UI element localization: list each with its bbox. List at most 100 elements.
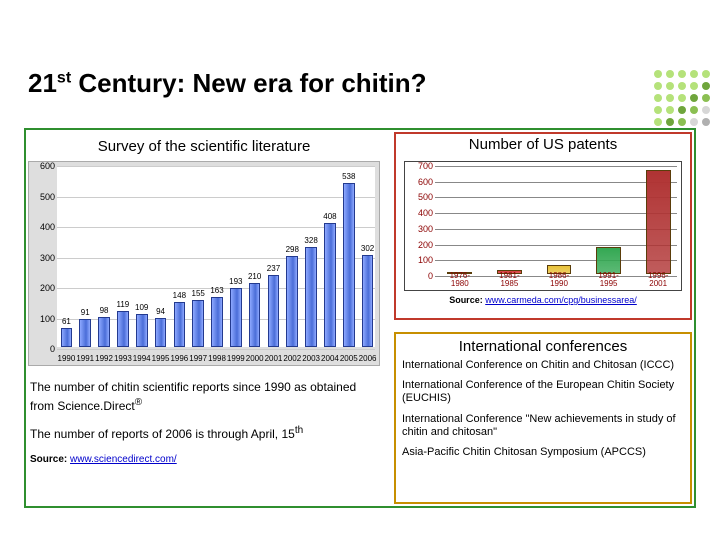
bar-value-label: 328: [304, 236, 317, 245]
bar: [249, 283, 261, 347]
bar-value-label: 91: [81, 308, 90, 317]
source-label: Source:: [449, 295, 483, 305]
bar: [192, 300, 204, 347]
conference-item: International Conference of the European…: [402, 379, 684, 405]
x-tick-label: 2005: [340, 354, 358, 363]
bar: [98, 317, 110, 347]
patents-chart: 01002003004005006007001976-19801981-1985…: [404, 161, 682, 291]
dot: [678, 118, 686, 126]
y-tick-label: 500: [31, 192, 55, 202]
patents-source: Source: www.carmeda.com/cpg/businessarea…: [396, 295, 690, 305]
bar-value-label: 237: [267, 264, 280, 273]
y-tick-label: 600: [407, 177, 433, 187]
dot: [666, 94, 674, 102]
x-tick-label: 1995: [152, 354, 170, 363]
conference-item: International Conference on Chitin and C…: [402, 359, 684, 372]
patents-panel: Number of US patents 0100200300400500600…: [394, 132, 692, 320]
dot: [678, 106, 686, 114]
y-tick-label: 300: [407, 224, 433, 234]
dot: [690, 70, 698, 78]
bar: [343, 183, 355, 347]
dot: [702, 82, 710, 90]
bar: [596, 247, 621, 274]
dot: [666, 82, 674, 90]
y-tick-label: 100: [31, 314, 55, 324]
dot: [702, 106, 710, 114]
y-tick-label: 400: [407, 208, 433, 218]
x-tick-label: 2003: [302, 354, 320, 363]
bar: [174, 302, 186, 347]
dot: [666, 106, 674, 114]
x-tick-label: 1996-2001: [633, 272, 683, 288]
x-tick-label: 1990: [58, 354, 76, 363]
survey-notes: The number of chitin scientific reports …: [28, 366, 380, 466]
bar-value-label: 148: [173, 291, 186, 300]
dot: [654, 82, 662, 90]
dot: [654, 106, 662, 114]
bar-value-label: 193: [229, 277, 242, 286]
dot: [666, 70, 674, 78]
x-tick-label: 1998: [208, 354, 226, 363]
note1-text: The number of chitin scientific reports …: [30, 380, 356, 413]
x-tick-label: 1991-1995: [584, 272, 634, 288]
title-post: Century: New era for chitin?: [71, 68, 426, 98]
dot: [678, 70, 686, 78]
x-tick-label: 2002: [283, 354, 301, 363]
bar: [268, 275, 280, 347]
conferences-panel: International conferences International …: [394, 332, 692, 504]
decoration-dots: [654, 70, 712, 128]
bar-value-label: 98: [100, 306, 109, 315]
source-label: Source:: [30, 454, 67, 465]
x-tick-label: 1981-1985: [485, 272, 535, 288]
y-tick-label: 0: [407, 271, 433, 281]
bar: [211, 297, 223, 347]
x-tick-label: 1993: [114, 354, 132, 363]
slide-title: 21st Century: New era for chitin?: [28, 68, 427, 99]
x-tick-label: 2001: [265, 354, 283, 363]
bar-value-label: 298: [286, 245, 299, 254]
bar-value-label: 302: [361, 244, 374, 253]
x-tick-label: 2006: [359, 354, 377, 363]
x-tick-label: 2004: [321, 354, 339, 363]
bar-value-label: 408: [323, 212, 336, 221]
title-pre: 21: [28, 68, 57, 98]
bar: [286, 256, 298, 347]
bar-value-label: 210: [248, 272, 261, 281]
dot: [678, 82, 686, 90]
note2-sup: th: [295, 425, 303, 436]
bar-value-label: 61: [62, 317, 71, 326]
x-tick-label: 2000: [246, 354, 264, 363]
conference-item: Asia-Pacific Chitin Chitosan Symposium (…: [402, 446, 684, 459]
patents-title: Number of US patents: [396, 134, 690, 159]
note2-text: The number of reports of 2006 is through…: [30, 427, 295, 441]
dot: [702, 118, 710, 126]
y-tick-label: 0: [31, 344, 55, 354]
survey-source: Source: www.sciencedirect.com/: [30, 453, 378, 466]
x-tick-label: 1994: [133, 354, 151, 363]
note1-sup: ®: [135, 397, 142, 408]
patents-source-link[interactable]: www.carmeda.com/cpg/businessarea/: [485, 295, 637, 305]
bar: [79, 319, 91, 347]
dot: [678, 94, 686, 102]
bar-value-label: 109: [135, 303, 148, 312]
y-tick-label: 400: [31, 222, 55, 232]
conferences-title: International conferences: [402, 338, 684, 359]
bar-value-label: 538: [342, 172, 355, 181]
conference-item: International Conference "New achievemen…: [402, 413, 684, 439]
dot: [654, 70, 662, 78]
x-tick-label: 1999: [227, 354, 245, 363]
dot: [666, 118, 674, 126]
bar: [61, 328, 73, 347]
survey-source-link[interactable]: www.sciencedirect.com/: [70, 454, 177, 465]
survey-panel: Survey of the scientific literature 6191…: [28, 132, 380, 466]
title-sup: st: [57, 69, 71, 86]
x-tick-label: 1986-1990: [534, 272, 584, 288]
y-tick-label: 200: [31, 283, 55, 293]
bar: [324, 223, 336, 347]
dot: [702, 94, 710, 102]
dot: [654, 118, 662, 126]
bar: [230, 288, 242, 347]
dot: [702, 70, 710, 78]
bar: [646, 170, 671, 274]
y-tick-label: 100: [407, 255, 433, 265]
